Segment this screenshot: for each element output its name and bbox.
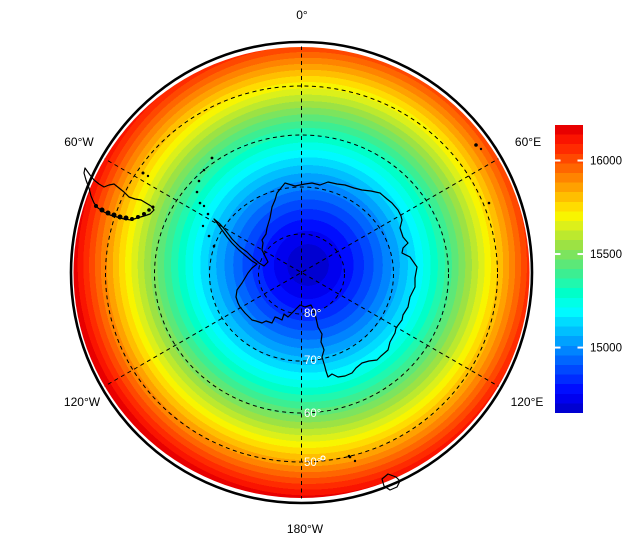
longitude-label-60e: 60°E [515,135,541,149]
latitude-label-50: 50° [304,457,321,469]
parallel-80 [258,233,345,315]
subantarctic-island-outline [381,473,401,491]
colorbar-gradient [555,125,583,413]
longitude-label-0: 0° [296,8,308,22]
colorbar-tick-right [577,346,583,349]
coastlines [83,143,491,491]
latitude-label-80: 80° [304,308,321,320]
colorbar: 16000 15500 15000 [555,125,622,413]
colorbar-tick-left [555,159,561,162]
colorbar-tick-right [577,253,583,256]
south-america-coastline [83,167,155,221]
meridian-120 [101,156,502,389]
latitude-label-70: 70° [304,355,321,367]
colorbar-ticks: 16000 15500 15000 [555,156,622,355]
longitude-label-180w: 180°W [287,522,324,536]
parallel-50 [105,85,498,463]
colorbar-tick-label: 16000 [590,156,622,168]
longitude-label-60w: 60°W [64,135,94,149]
islands [94,143,491,463]
longitude-label-120e: 120°E [511,395,544,409]
colorbar-tick-left [555,346,561,349]
colorbar-tick-right [577,159,583,162]
meridian-60 [101,156,502,389]
colorbar-tick-label: 15000 [590,343,622,355]
colorbar-tick-left [555,253,561,256]
latitude-label-60: 60° [304,408,321,420]
antarctica-coastline [213,181,418,378]
parallel-60 [154,134,449,414]
longitude-label-120w: 120°W [64,395,101,409]
parallel-70 [209,186,394,362]
graticule [101,46,502,499]
colorbar-tick-label: 15500 [590,249,622,261]
island-marker-ring [320,455,326,461]
